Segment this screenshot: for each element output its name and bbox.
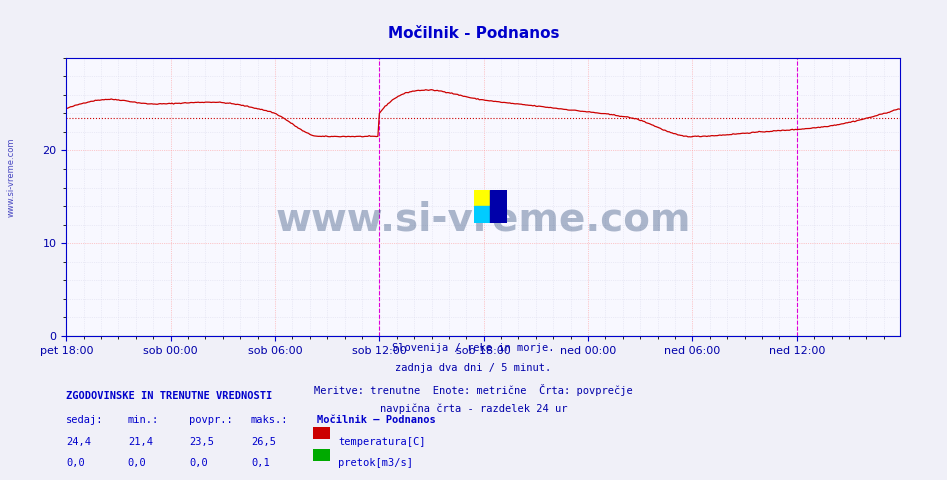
Text: min.:: min.:: [128, 415, 159, 425]
Text: pretok[m3/s]: pretok[m3/s]: [338, 458, 413, 468]
Text: temperatura[C]: temperatura[C]: [338, 437, 425, 447]
Text: maks.:: maks.:: [251, 415, 289, 425]
Text: 0,0: 0,0: [66, 458, 85, 468]
Text: zadnja dva dni / 5 minut.: zadnja dva dni / 5 minut.: [396, 363, 551, 373]
Text: navpična črta - razdelek 24 ur: navpična črta - razdelek 24 ur: [380, 404, 567, 414]
Polygon shape: [491, 190, 507, 223]
Text: Slovenija / reke in morje.: Slovenija / reke in morje.: [392, 343, 555, 353]
Text: 26,5: 26,5: [251, 437, 276, 447]
Text: Močilnik – Podnanos: Močilnik – Podnanos: [317, 415, 436, 425]
Text: 0,0: 0,0: [128, 458, 147, 468]
Text: 21,4: 21,4: [128, 437, 152, 447]
Text: 23,5: 23,5: [189, 437, 214, 447]
Text: Močilnik - Podnanos: Močilnik - Podnanos: [387, 26, 560, 41]
Bar: [474, 206, 491, 223]
Text: Meritve: trenutne  Enote: metrične  Črta: povprečje: Meritve: trenutne Enote: metrične Črta: …: [314, 384, 633, 396]
Bar: [474, 190, 491, 206]
Text: www.si-vreme.com: www.si-vreme.com: [7, 138, 16, 217]
Text: sedaj:: sedaj:: [66, 415, 104, 425]
Text: ZGODOVINSKE IN TRENUTNE VREDNOSTI: ZGODOVINSKE IN TRENUTNE VREDNOSTI: [66, 391, 273, 401]
Text: www.si-vreme.com: www.si-vreme.com: [276, 200, 690, 238]
Text: 24,4: 24,4: [66, 437, 91, 447]
Text: 0,0: 0,0: [189, 458, 208, 468]
Text: povpr.:: povpr.:: [189, 415, 233, 425]
Text: 0,1: 0,1: [251, 458, 270, 468]
